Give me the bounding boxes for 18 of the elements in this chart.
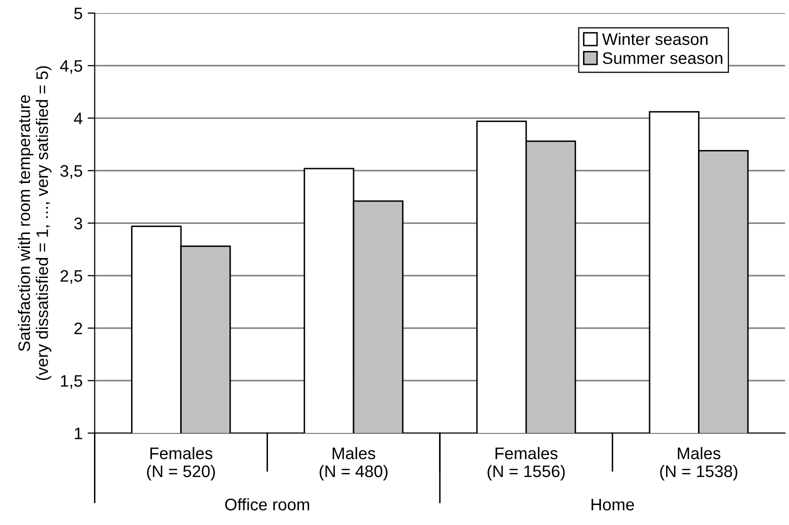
y-tick-label: 4 bbox=[74, 112, 82, 124]
text: Office room bbox=[225, 498, 310, 510]
y-tick-label: 2 bbox=[74, 322, 82, 334]
x-tick-label: Females (N = 1556) bbox=[488, 447, 565, 480]
x-tick-label: Males (N = 1538) bbox=[660, 447, 738, 480]
legend-label: Winter season bbox=[602, 32, 708, 46]
legend-label: Summer season bbox=[602, 52, 722, 64]
x-tick-label: Females (N = 520) bbox=[147, 447, 215, 480]
y-tick-label: 1 bbox=[74, 428, 82, 440]
y-tick-label: 3 bbox=[74, 218, 82, 230]
text: Home bbox=[592, 498, 634, 510]
y-tick-label: 3,5 bbox=[60, 165, 82, 179]
x-tick-label: Males (N = 480) bbox=[320, 447, 388, 480]
y-tick-label: 2,5 bbox=[60, 270, 82, 284]
y-tick-label: 5 bbox=[74, 8, 82, 20]
y-tick-label: 4,5 bbox=[60, 60, 82, 74]
y-tick-label: 1,5 bbox=[60, 375, 82, 389]
y-axis-title: Satisfaction with room temperature (very dissatisfied = 1, ..., very satisfied = 5) bbox=[18, 66, 52, 380]
